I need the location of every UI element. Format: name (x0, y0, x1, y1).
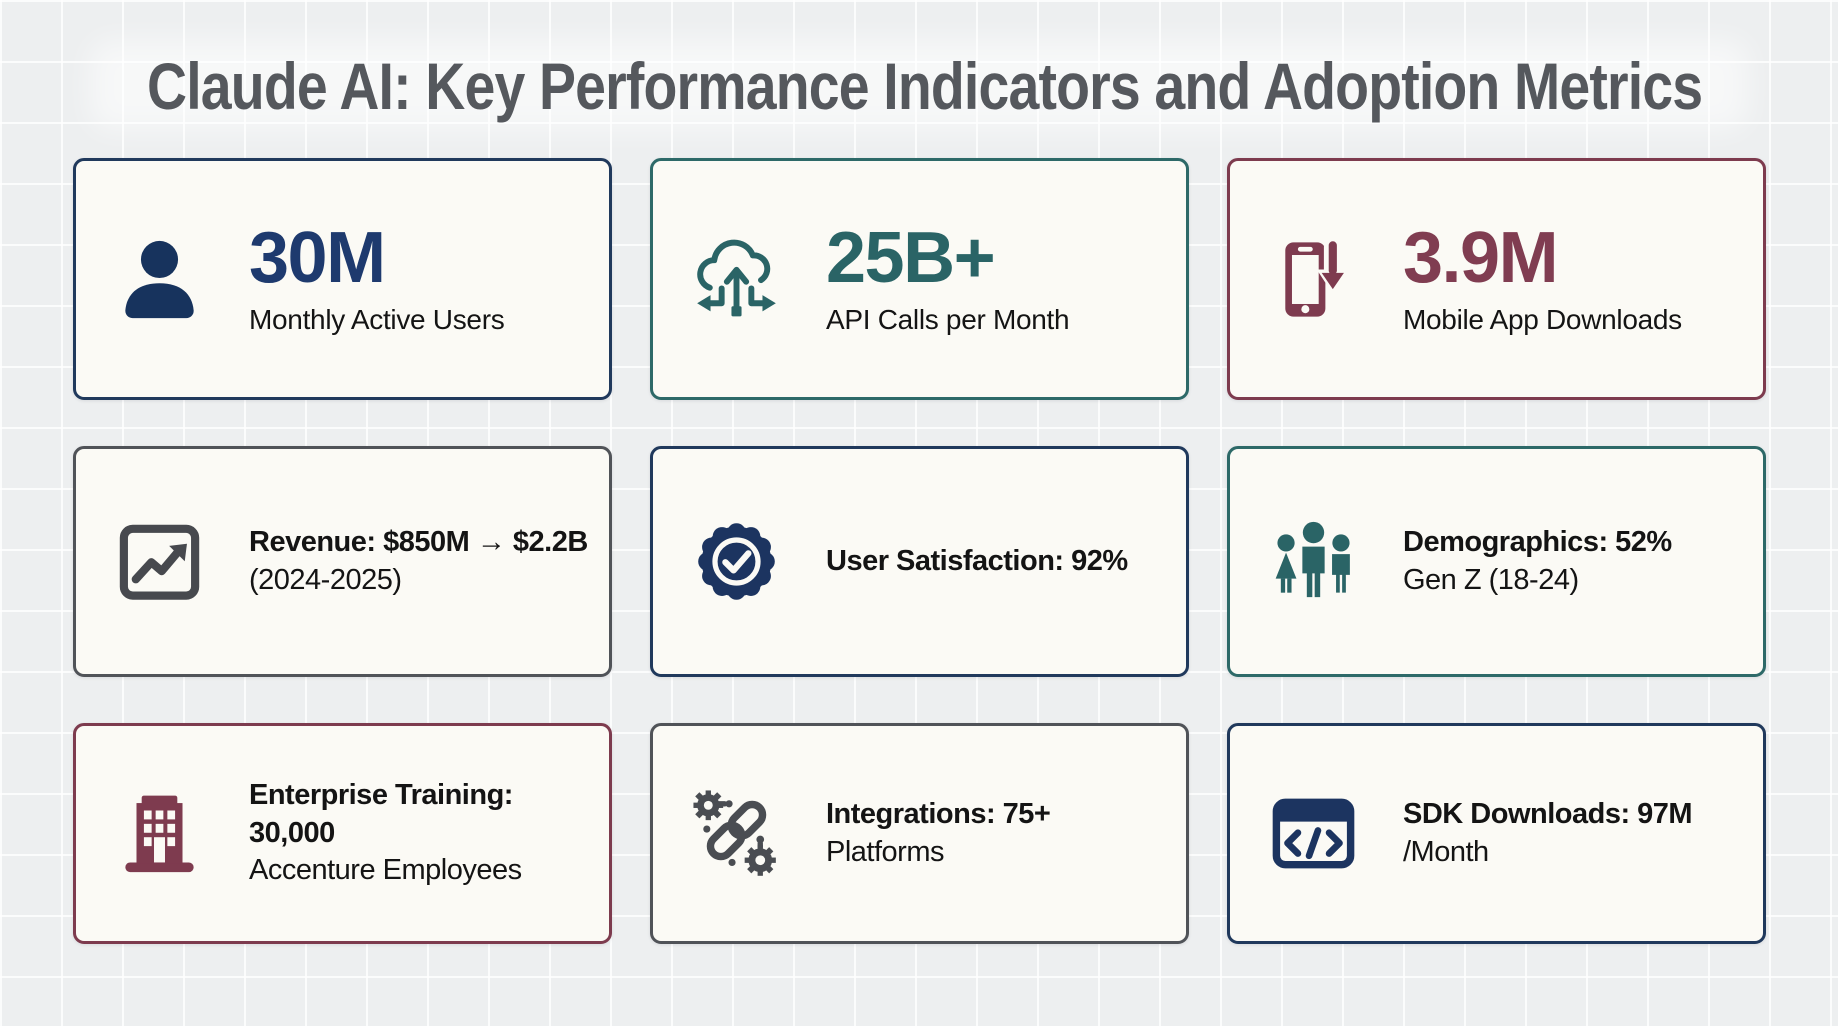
fact-card-user-satisfaction: User Satisfaction: 92% (650, 446, 1189, 677)
user-icon (112, 232, 207, 327)
code-window-icon (1266, 786, 1361, 881)
kpi-text: 3.9M Mobile App Downloads (1403, 217, 1682, 336)
fact-text: SDK Downloads: 97M /Month (1403, 796, 1693, 871)
kpi-grid: 30M Monthly Active Users (73, 158, 1838, 944)
building-icon (112, 786, 207, 881)
kpi-card-mobile-app-downloads: 3.9M Mobile App Downloads (1227, 158, 1766, 400)
people-group-icon (1266, 514, 1361, 609)
fact-text: Integrations: 75+ Platforms (826, 796, 1051, 871)
kpi-label: Mobile App Downloads (1403, 304, 1682, 336)
fact-card-enterprise-training: Enterprise Training: 30,000 Accenture Em… (73, 723, 612, 944)
title-band: Claude AI: Key Performance Indicators an… (0, 0, 1838, 124)
fact-line-bold: Integrations: 75+ (826, 797, 1051, 830)
fact-text: Demographics: 52% Gen Z (18-24) (1403, 524, 1672, 599)
kpi-text: 30M Monthly Active Users (249, 217, 505, 336)
fact-line-regular: (2024-2025) (249, 563, 402, 596)
fact-card-integrations: Integrations: 75+ Platforms (650, 723, 1189, 944)
kpi-value: 25B+ (826, 217, 996, 298)
kpi-card-monthly-active-users: 30M Monthly Active Users (73, 158, 612, 400)
fact-text: Enterprise Training: 30,000 Accenture Em… (249, 777, 522, 890)
kpi-value: 3.9M (1403, 217, 1559, 298)
kpi-label: Monthly Active Users (249, 304, 505, 336)
phone-download-icon (1266, 232, 1361, 327)
fact-card-revenue: Revenue: $850M → $2.2B (2024-2025) (73, 446, 612, 677)
chart-growth-icon (112, 514, 207, 609)
fact-line-bold: Revenue: $850M → $2.2B (249, 525, 588, 558)
fact-line-bold: Enterprise Training: (249, 778, 513, 811)
fact-line-bold: SDK Downloads: 97M (1403, 797, 1693, 830)
fact-line-bold: User Satisfaction: 92% (826, 544, 1128, 577)
fact-line-bold: Demographics: 52% (1403, 525, 1672, 558)
fact-text: Revenue: $850M → $2.2B (2024-2025) (249, 524, 588, 599)
fact-card-demographics: Demographics: 52% Gen Z (18-24) (1227, 446, 1766, 677)
fact-line-regular: Accenture Employees (249, 854, 522, 887)
kpi-label: API Calls per Month (826, 304, 1070, 336)
fact-card-sdk-downloads: SDK Downloads: 97M /Month (1227, 723, 1766, 944)
fact-line-regular: /Month (1403, 835, 1489, 868)
page-title: Claude AI: Key Performance Indicators an… (147, 49, 1703, 123)
fact-line-regular: Platforms (826, 835, 944, 868)
cloud-api-icon (689, 232, 784, 327)
fact-line-regular: Gen Z (18-24) (1403, 563, 1579, 596)
kpi-value: 30M (249, 217, 386, 298)
kpi-text: 25B+ API Calls per Month (826, 217, 1070, 336)
chain-gears-icon (689, 786, 784, 881)
fact-text: User Satisfaction: 92% (826, 543, 1128, 581)
fact-line-bold-2: 30,000 (249, 816, 335, 849)
kpi-card-api-calls: 25B+ API Calls per Month (650, 158, 1189, 400)
badge-check-icon (689, 514, 784, 609)
